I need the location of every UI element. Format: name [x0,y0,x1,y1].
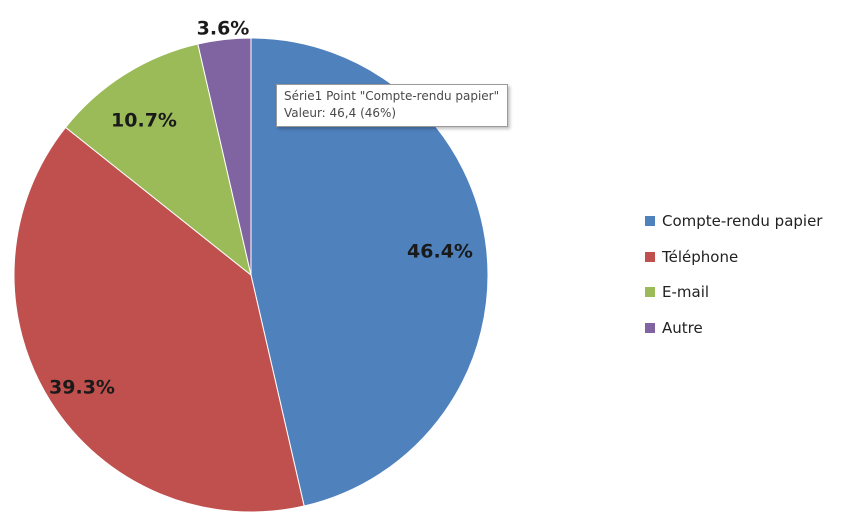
pie-data-labels: 46.4% 39.3% 10.7% 3.6% [49,18,473,399]
pie-slice-autre[interactable] [197,37,252,276]
legend-item-e-mail: E-mail [645,283,822,301]
pie-slice-compte-rendu-papier[interactable] [250,37,489,507]
tooltip-series-point-text: Série1 Point "Compte-rendu papier" [284,89,500,103]
legend-swatch [645,322,655,333]
data-label-e-mail: 10.7% [111,110,177,132]
tooltip-value-text: Valeur: 46,4 (46%) [284,106,397,120]
pie-slices [13,37,489,513]
legend-swatch [645,216,655,226]
legend-label: Téléphone [662,247,739,266]
legend-item-compte-rendu-papier: Compte-rendu papier [645,212,822,230]
legend-label: Compte-rendu papier [662,212,823,230]
legend-item-telephone: Téléphone [645,248,822,266]
pie-slice-e-mail[interactable] [64,43,252,277]
data-label-compte-rendu-papier: 46.4% [407,241,473,263]
legend-label: Autre [662,318,703,337]
data-label-autre: 3.6% [197,18,250,40]
legend-swatch [645,287,655,297]
data-point-tooltip: Série1 Point "Compte-rendu papier" Valeu… [276,84,509,127]
legend-item-autre: Autre [645,319,822,337]
chart-legend: Compte-rendu papier Téléphone E-mail Autre [645,212,822,354]
data-label-telephone: 39.3% [49,377,115,399]
legend-label: E-mail [662,283,710,301]
pie-slice-telephone[interactable] [13,126,305,513]
legend-swatch [645,251,655,262]
